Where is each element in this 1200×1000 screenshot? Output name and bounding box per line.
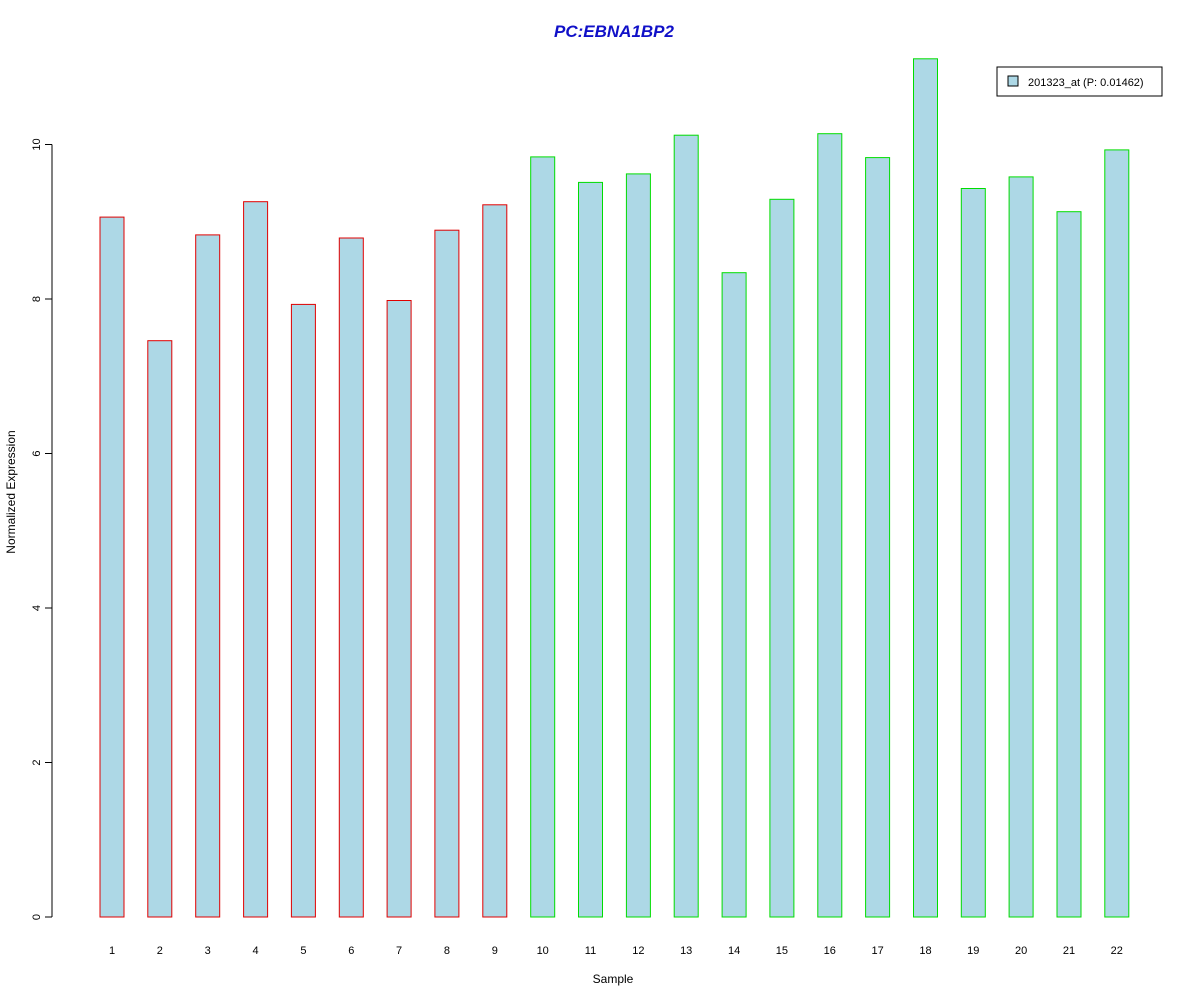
- y-tick-label: 2: [31, 759, 43, 765]
- bar-sample-22: [1104, 149, 1130, 918]
- x-tick-label: 21: [1063, 945, 1075, 957]
- bar-sample-1: [99, 216, 125, 918]
- bar-sample-8: [434, 229, 460, 918]
- y-tick-label: 6: [31, 450, 43, 456]
- x-tick-label: 22: [1111, 945, 1123, 957]
- bar-sample-21: [1056, 211, 1082, 918]
- x-tick-label: 19: [967, 945, 979, 957]
- x-tick-label: 5: [300, 945, 306, 957]
- x-tick-label: 14: [728, 945, 740, 957]
- chart-title: PC:EBNA1BP2: [554, 22, 675, 41]
- y-tick-label: 10: [31, 138, 43, 150]
- bar-sample-9: [482, 204, 508, 918]
- bar-sample-20: [1008, 176, 1034, 918]
- x-tick-label: 17: [871, 945, 883, 957]
- legend: 201323_at (P: 0.01462): [996, 66, 1163, 97]
- x-tick-label: 7: [396, 945, 402, 957]
- x-tick-label: 11: [585, 945, 596, 957]
- x-tick-label: 1: [109, 945, 115, 957]
- x-axis-label: Sample: [593, 972, 634, 986]
- x-tick-label: 13: [680, 945, 692, 957]
- bar-sample-6: [338, 237, 364, 918]
- bar-sample-15: [769, 198, 795, 918]
- x-axis-tick-labels: 1 2 3 4 5 6 7 8 9 10 11 12 13 14 15 16 17 18 19 20 21 22: [109, 945, 1123, 957]
- x-tick-label: 9: [492, 945, 498, 957]
- y-tick-label: 0: [31, 914, 43, 920]
- x-tick-label: 18: [919, 945, 931, 957]
- y-axis-label: Normalized Expression: [4, 430, 18, 553]
- x-tick-label: 3: [205, 945, 211, 957]
- y-axis: 0 2 4 6 8 10: [31, 138, 53, 920]
- legend-entry-label: 201323_at (P: 0.01462): [1028, 77, 1144, 89]
- legend-swatch: [1007, 75, 1019, 87]
- x-tick-label: 15: [776, 945, 788, 957]
- y-tick-label: 4: [31, 605, 43, 611]
- bar-sample-13: [673, 134, 699, 918]
- legend-box: [996, 66, 1163, 97]
- bars: [99, 58, 1130, 918]
- bar-sample-16: [817, 133, 843, 918]
- bar-sample-4: [243, 201, 269, 918]
- bar-sample-12: [625, 173, 651, 918]
- bar-sample-17: [865, 157, 891, 918]
- x-tick-label: 6: [348, 945, 354, 957]
- bar-sample-11: [578, 181, 603, 918]
- bar-sample-3: [195, 234, 221, 918]
- bar-sample-18: [913, 58, 938, 918]
- bar-sample-10: [530, 156, 556, 918]
- x-tick-label: 10: [537, 945, 549, 957]
- x-tick-label: 2: [157, 945, 163, 957]
- bar-sample-2: [147, 340, 173, 918]
- bar-sample-19: [960, 188, 986, 918]
- y-tick-label: 8: [31, 296, 43, 302]
- x-tick-label: 4: [253, 945, 259, 957]
- bar-sample-14: [721, 272, 747, 918]
- bar-sample-5: [290, 303, 316, 918]
- x-tick-label: 8: [444, 945, 450, 957]
- x-tick-label: 12: [632, 945, 644, 957]
- x-tick-label: 16: [824, 945, 836, 957]
- x-tick-label: 20: [1015, 945, 1027, 957]
- bar-sample-7: [386, 300, 412, 918]
